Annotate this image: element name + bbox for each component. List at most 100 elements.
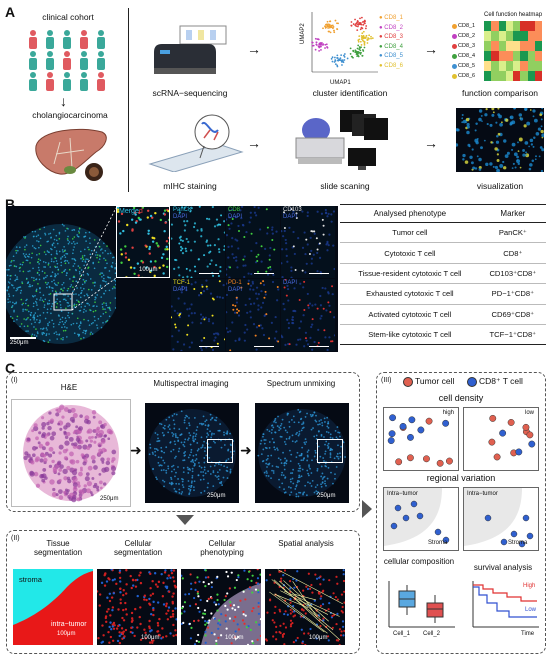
tma-cell bbox=[13, 309, 15, 312]
tma-cell bbox=[49, 232, 52, 235]
tile-label: PanCK DAPI bbox=[173, 207, 193, 220]
tma-cell bbox=[15, 265, 18, 268]
heatmap-cell bbox=[498, 41, 506, 51]
clinical-cohort-label: clinical cohort bbox=[42, 12, 94, 22]
tma-cell bbox=[65, 252, 67, 255]
tissue-cell bbox=[173, 423, 176, 426]
tile-cell bbox=[190, 312, 193, 315]
spatial-cell bbox=[302, 589, 305, 592]
viz-cell bbox=[461, 121, 464, 124]
pheno-cell bbox=[204, 585, 207, 588]
pheno-cell bbox=[257, 605, 260, 608]
pheno-cell bbox=[259, 634, 261, 638]
tma-cell bbox=[42, 327, 45, 330]
tissue-cell bbox=[206, 428, 209, 431]
tissue-cell bbox=[191, 476, 194, 479]
tissue-cell bbox=[190, 451, 193, 454]
tile-cell bbox=[182, 279, 185, 282]
col-marker: Marker bbox=[479, 204, 546, 223]
tile-cell bbox=[231, 208, 234, 211]
he-cell bbox=[90, 455, 96, 461]
tile-cell bbox=[223, 220, 225, 223]
tissue-cell bbox=[298, 454, 301, 457]
tma-cell bbox=[44, 233, 47, 236]
umap-point bbox=[332, 25, 335, 28]
tma-cell bbox=[21, 281, 23, 283]
tissue-cell bbox=[174, 434, 177, 437]
tma-cell bbox=[80, 287, 82, 289]
seg-cell bbox=[118, 576, 122, 580]
heatmap-cell bbox=[498, 71, 506, 81]
umap-point bbox=[343, 59, 346, 61]
tma-cell bbox=[93, 267, 96, 270]
tissue-cell bbox=[323, 475, 326, 478]
tma-cell bbox=[16, 288, 19, 291]
tma-cell bbox=[57, 282, 60, 284]
tile-cell bbox=[215, 218, 219, 221]
tma-cell bbox=[52, 228, 55, 231]
umap-point bbox=[322, 27, 324, 30]
spatial-cell bbox=[343, 590, 345, 593]
he-cell bbox=[52, 451, 56, 455]
tma-cell bbox=[95, 297, 97, 299]
tumor-cell bbox=[489, 414, 497, 422]
pheno-cell bbox=[224, 604, 227, 607]
tile-marker-cell bbox=[283, 286, 286, 289]
tma-cell bbox=[48, 339, 51, 341]
cluster-legend-item: ● CD8_4 bbox=[379, 43, 403, 50]
tissue-cell bbox=[191, 470, 194, 473]
heatmap-cell bbox=[498, 21, 506, 31]
tma-cell bbox=[41, 333, 44, 336]
tile-marker-cell bbox=[329, 310, 332, 313]
tissue-cell bbox=[298, 480, 301, 483]
viz-cell bbox=[516, 155, 519, 159]
tile-cell bbox=[312, 253, 315, 256]
tma-cell bbox=[60, 288, 62, 291]
tma-cell bbox=[55, 234, 58, 237]
tma-cell bbox=[29, 270, 31, 272]
umap-point bbox=[333, 29, 335, 32]
pheno-cell bbox=[225, 570, 228, 574]
tissue-cell bbox=[209, 446, 212, 449]
tissue-cell bbox=[212, 440, 215, 443]
tma-cell bbox=[68, 241, 71, 243]
umap-point bbox=[330, 26, 333, 29]
merge-cell bbox=[127, 258, 131, 262]
he-cell bbox=[91, 435, 94, 439]
tma-cell bbox=[114, 307, 116, 309]
tile-cell bbox=[326, 215, 329, 218]
tile-cell bbox=[302, 286, 305, 289]
tissue-cell bbox=[311, 413, 314, 416]
pheno-cell bbox=[242, 613, 245, 616]
stroma-caption: Stroma bbox=[508, 540, 528, 546]
pheno-cell bbox=[247, 624, 250, 628]
tma-cell bbox=[87, 274, 90, 276]
tile-marker-cell bbox=[285, 294, 288, 297]
panel-b-letter: B bbox=[5, 196, 16, 212]
pheno-cell bbox=[202, 612, 205, 615]
tissue-cell bbox=[266, 457, 269, 460]
tile-cell bbox=[255, 214, 258, 217]
tile-cell bbox=[207, 318, 211, 321]
seg-cell bbox=[150, 629, 153, 632]
he-cell bbox=[70, 407, 76, 413]
seg-cell bbox=[134, 585, 138, 588]
tma-cell bbox=[89, 278, 92, 280]
viz-cell bbox=[496, 134, 499, 138]
tile-cell bbox=[186, 275, 189, 278]
seg-cell bbox=[124, 628, 128, 632]
tissue-cell bbox=[180, 410, 183, 413]
he-cell bbox=[41, 426, 45, 430]
person-icon bbox=[81, 72, 87, 78]
tma-cell bbox=[68, 268, 71, 271]
tma-cell bbox=[73, 258, 75, 260]
tile-cell bbox=[287, 322, 290, 325]
tissue-cell bbox=[286, 413, 289, 416]
umap-point bbox=[328, 30, 331, 33]
tma-cell bbox=[62, 282, 65, 284]
seg-cell bbox=[119, 601, 122, 605]
tma-cell bbox=[41, 299, 44, 301]
tile-marker-cell bbox=[273, 248, 276, 251]
tissue-cell bbox=[304, 443, 307, 446]
tma-cell bbox=[78, 230, 80, 232]
